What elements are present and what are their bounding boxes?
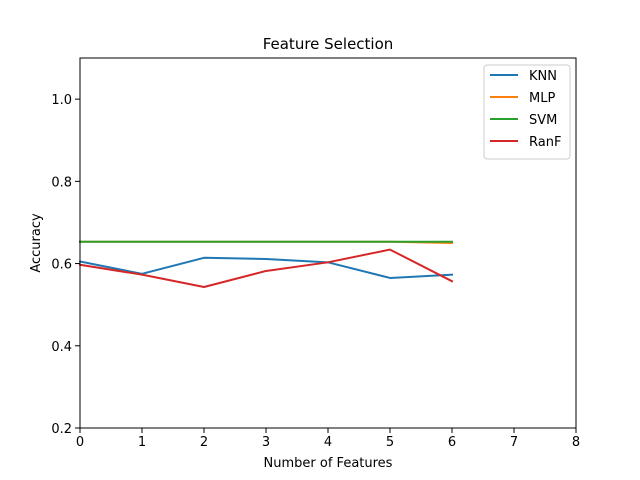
plot-area: 0 1 2 3 4 5 6 7 8 0.2 0.4 0.6 0.8 1.0 bbox=[51, 57, 580, 450]
y-tick-label: 1.0 bbox=[51, 93, 72, 108]
legend-label-mlp: MLP bbox=[529, 91, 555, 106]
x-tick-label: 4 bbox=[324, 435, 332, 450]
x-tick-label: 1 bbox=[138, 435, 146, 450]
y-tick-label: 0.6 bbox=[51, 258, 72, 273]
x-axis-label: Number of Features bbox=[264, 456, 393, 471]
legend-box bbox=[483, 64, 571, 160]
legend: KNN MLP SVM RanF bbox=[483, 64, 571, 160]
chart-title: Feature Selection bbox=[263, 35, 394, 53]
x-tick-label: 2 bbox=[200, 435, 208, 450]
y-tick-label: 0.4 bbox=[51, 340, 72, 355]
y-tick-label: 0.2 bbox=[51, 422, 72, 437]
legend-label-svm: SVM bbox=[529, 113, 557, 128]
legend-label-ranf: RanF bbox=[529, 135, 561, 150]
x-tick-label: 0 bbox=[76, 435, 84, 450]
x-tick-label: 3 bbox=[262, 435, 270, 450]
y-axis-label: Accuracy bbox=[29, 213, 44, 273]
y-tick-label: 0.8 bbox=[51, 175, 72, 190]
legend-label-knn: KNN bbox=[529, 69, 557, 84]
x-tick-label: 5 bbox=[386, 435, 394, 450]
x-tick-label: 6 bbox=[448, 435, 456, 450]
x-tick-label: 7 bbox=[510, 435, 518, 450]
series-line-ranf bbox=[78, 248, 454, 288]
x-tick-label: 8 bbox=[572, 435, 580, 450]
